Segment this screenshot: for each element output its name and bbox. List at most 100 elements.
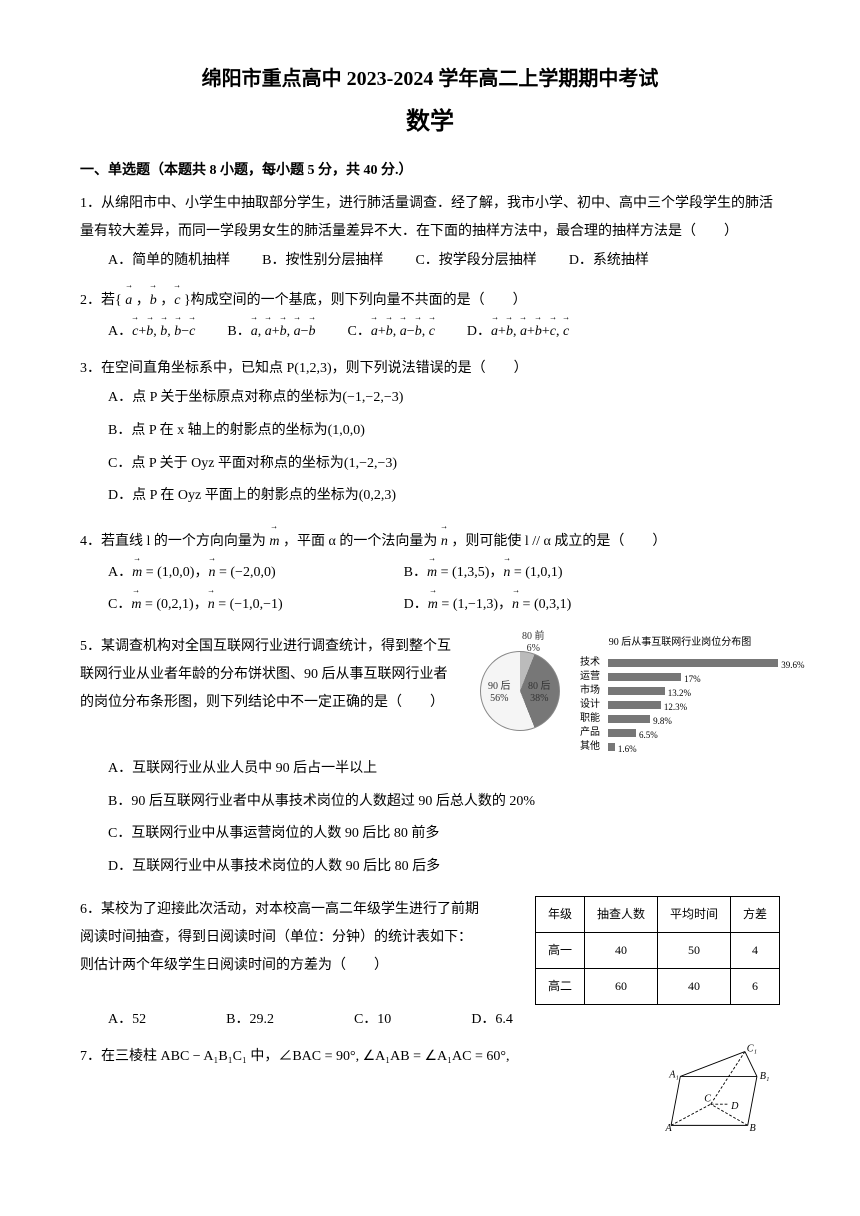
q2-option-c: C．a+b, a−b, c	[348, 317, 435, 346]
prism-label-C: C	[704, 1094, 711, 1105]
q3-option-b: B．点 P 在 x 轴上的射影点的坐标为(1,0,0)	[108, 418, 780, 445]
q5-line2: 联网行业从业者年龄的分布饼状图、90 后从事互联网行业者	[80, 661, 460, 689]
q4-option-d: D．m = (1,−1,3)，n = (0,3,1)	[404, 590, 700, 619]
prism-figure: A B C D A₁ B₁ C₁	[660, 1043, 780, 1144]
question-7-text: 7．在三棱柱 ABC − A₁B₁C₁ 中，∠BAC = 90°, ∠A₁AB …	[80, 1043, 648, 1071]
bar-row: 其他1.6%	[580, 740, 780, 754]
q5-option-b: B．90 后互联网行业者中从事技术岗位的人数超过 90 后总人数的 20%	[108, 789, 780, 816]
pie-label-90: 90 后56%	[488, 681, 511, 705]
bar-track: 1.6%	[608, 743, 780, 751]
prism-label-B1: B₁	[760, 1072, 770, 1083]
th-var: 方差	[730, 897, 779, 933]
q1-option-d: D．系统抽样	[569, 248, 649, 275]
q4-option-c: C．m = (0,2,1)，n = (−1,0,−1)	[108, 590, 404, 619]
bar-chart: 90 后从事互联网行业岗位分布图 技术39.6%运营17%市场13.2%设计12…	[580, 633, 780, 754]
q1-option-b: B．按性别分层抽样	[262, 248, 383, 275]
q3-option-c: C．点 P 关于 Oyz 平面对称点的坐标为(1,−2,−3)	[108, 451, 780, 478]
q5-option-d: D．互联网行业中从事技术岗位的人数 90 后比 80 后多	[108, 854, 780, 881]
q6-line1: 6．某校为了迎接此次活动，对本校高一高二年级学生进行了前期	[80, 896, 523, 924]
exam-subject: 数学	[80, 100, 780, 146]
bar-value: 39.6%	[781, 657, 804, 674]
prism-label-C1: C₁	[747, 1044, 757, 1055]
bar-track: 6.5%	[608, 729, 780, 737]
vec-m: m	[269, 526, 279, 556]
question-6-options: A．52 B．29.2 C．10 D．6.4	[108, 1007, 780, 1034]
bar-fill	[608, 729, 636, 737]
q2-option-b: B．a, a+b, a−b	[227, 317, 315, 346]
bar-row: 职能9.8%	[580, 712, 780, 726]
question-3: 3．在空间直角坐标系中，已知点 P(1,2,3)，则下列说法错误的是（ ） A．…	[80, 355, 780, 515]
question-2-options: A．c+b, b, b−c B．a, a+b, a−b C．a+b, a−b, …	[108, 317, 780, 346]
table-row: 高二 60 40 6	[535, 968, 779, 1004]
question-3-options: A．点 P 关于坐标原点对称点的坐标为(−1,−2,−3) B．点 P 在 x …	[108, 385, 780, 515]
q6-option-a: A．52	[108, 1007, 146, 1034]
q2-option-d: D．a+b, a+b+c, c	[467, 317, 569, 346]
bar-fill	[608, 659, 778, 667]
bar-value: 1.6%	[618, 741, 637, 758]
q5-line3: 的岗位分布条形图，则下列结论中不一定正确的是（ ）	[80, 689, 460, 717]
bar-fill	[608, 715, 650, 723]
q6-option-c: C．10	[354, 1007, 391, 1034]
bar-track: 17%	[608, 673, 780, 681]
reading-time-table: 年级 抽查人数 平均时间 方差 高一 40 50 4 高二 60 40 6	[535, 896, 780, 1004]
q1-option-a: A．简单的随机抽样	[108, 248, 230, 275]
th-mean: 平均时间	[657, 897, 730, 933]
prism-label-A: A	[665, 1123, 673, 1133]
q1-option-c: C．按学段分层抽样	[415, 248, 536, 275]
bar-fill	[608, 743, 615, 751]
bar-track: 9.8%	[608, 715, 780, 723]
question-1: 1．从绵阳市中、小学生中抽取部分学生，进行肺活量调查．经了解，我市小学、初中、高…	[80, 190, 780, 275]
question-2: 2．若{ a ，b ，c }构成空间的一个基底，则下列向量不共面的是（ ） A．…	[80, 285, 780, 346]
q2-text-pre: 2．若{	[80, 293, 122, 308]
question-3-text: 3．在空间直角坐标系中，已知点 P(1,2,3)，则下列说法错误的是（ ）	[80, 355, 780, 383]
question-6: 6．某校为了迎接此次活动，对本校高一高二年级学生进行了前期 阅读时间抽查，得到日…	[80, 896, 780, 1033]
bar-row: 设计12.3%	[580, 698, 780, 712]
q6-line2: 阅读时间抽查，得到日阅读时间（单位：分钟）的统计表如下：	[80, 924, 523, 952]
q6-option-b: B．29.2	[226, 1007, 274, 1034]
q6-line3: 则估计两个年级学生日阅读时间的方差为（ ）	[80, 952, 523, 980]
exam-title: 绵阳市重点高中 2023-2024 学年高二上学期期中考试	[80, 60, 780, 98]
prism-label-B: B	[750, 1123, 756, 1133]
vec-n: n	[441, 526, 448, 556]
q2-option-a: A．c+b, b, b−c	[108, 317, 195, 346]
bar-row: 运营17%	[580, 670, 780, 684]
bar-fill	[608, 673, 681, 681]
question-4: 4．若直线 l 的一个方向向量为 m ，平面 α 的一个法向量为 n ，则可能使…	[80, 526, 780, 623]
table-row: 高一 40 50 4	[535, 933, 779, 969]
section-1-header: 一、单选题（本题共 8 小题，每小题 5 分，共 40 分.）	[80, 158, 780, 185]
bar-track: 12.3%	[608, 701, 780, 709]
q4-text-post: ，则可能使 l // α 成立的是（ ）	[451, 534, 666, 549]
q6-option-d: D．6.4	[471, 1007, 513, 1034]
bar-value: 6.5%	[639, 727, 658, 744]
q5-option-c: C．互联网行业中从事运营岗位的人数 90 后比 80 前多	[108, 821, 780, 848]
th-count: 抽查人数	[584, 897, 657, 933]
bar-fill	[608, 701, 661, 709]
prism-label-D: D	[730, 1101, 739, 1112]
pie-label-80pre: 80 前6%	[522, 631, 545, 655]
question-1-text: 1．从绵阳市中、小学生中抽取部分学生，进行肺活量调查．经了解，我市小学、初中、高…	[80, 190, 780, 246]
q4-option-b: B．m = (1,3,5)，n = (1,0,1)	[404, 558, 700, 587]
q4-option-a: A．m = (1,0,0)，n = (−2,0,0)	[108, 558, 404, 587]
q5-line1: 5．某调查机构对全国互联网行业进行调查统计，得到整个互	[80, 633, 460, 661]
bar-label: 其他	[580, 737, 608, 756]
bar-track: 39.6%	[608, 659, 780, 667]
q4-text-mid: ，平面 α 的一个法向量为	[283, 534, 437, 549]
bar-chart-title: 90 后从事互联网行业岗位分布图	[580, 633, 780, 652]
question-5-options: A．互联网行业从业人员中 90 后占一半以上 B．90 后互联网行业者中从事技术…	[108, 756, 780, 886]
q3-option-d: D．点 P 在 Oyz 平面上的射影点的坐标为(0,2,3)	[108, 483, 780, 510]
question-4-options: A．m = (1,0,0)，n = (−2,0,0) B．m = (1,3,5)…	[108, 558, 780, 623]
table-header-row: 年级 抽查人数 平均时间 方差	[535, 897, 779, 933]
bar-row: 市场13.2%	[580, 684, 780, 698]
bar-fill	[608, 687, 665, 695]
bar-track: 13.2%	[608, 687, 780, 695]
bar-row: 产品6.5%	[580, 726, 780, 740]
question-5: 5．某调查机构对全国互联网行业进行调查统计，得到整个互 联网行业从业者年龄的分布…	[80, 633, 780, 886]
prism-label-A1: A₁	[668, 1070, 679, 1081]
th-grade: 年级	[535, 897, 584, 933]
question-7: 7．在三棱柱 ABC − A₁B₁C₁ 中，∠BAC = 90°, ∠A₁AB …	[80, 1043, 780, 1144]
pie-chart: 80 前6% 90 后56% 80 后38%	[470, 633, 580, 743]
q2-text-mid: }构成空间的一个基底，则下列向量不共面的是（ ）	[184, 293, 527, 308]
bar-row: 技术39.6%	[580, 656, 780, 670]
q5-option-a: A．互联网行业从业人员中 90 后占一半以上	[108, 756, 780, 783]
q3-option-a: A．点 P 关于坐标原点对称点的坐标为(−1,−2,−3)	[108, 385, 780, 412]
